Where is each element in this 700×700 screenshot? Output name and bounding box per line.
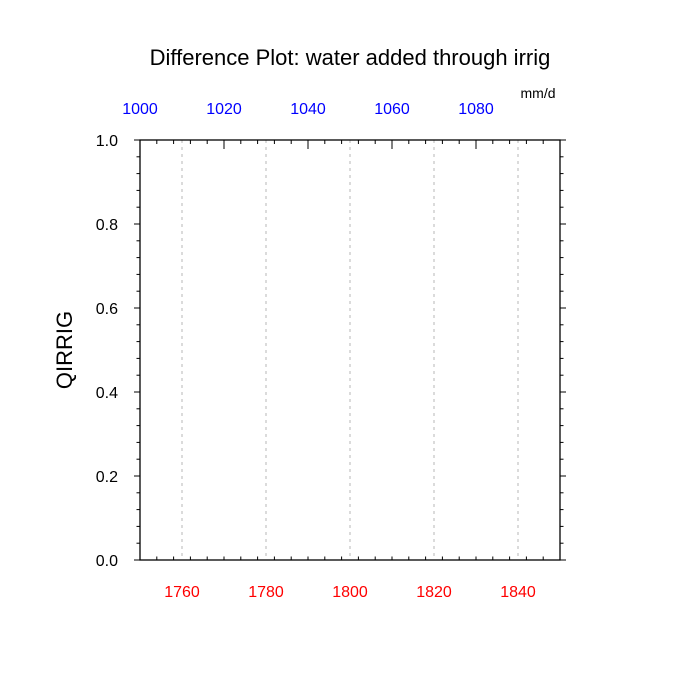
x-bottom-tick-label: 1820 xyxy=(416,584,452,601)
x-top-tick-label: 1080 xyxy=(458,101,494,118)
y-tick-label: 0.8 xyxy=(96,217,118,234)
x-bottom-tick-label: 1840 xyxy=(500,584,536,601)
y-axis-label: QIRRIG xyxy=(52,311,77,389)
x-top-tick-label: 1040 xyxy=(290,101,326,118)
y-tick-label: 0.0 xyxy=(96,553,118,570)
y-tick-label: 1.0 xyxy=(96,133,118,150)
x-top-tick-label: 1000 xyxy=(122,101,158,118)
y-tick-label: 0.2 xyxy=(96,469,118,486)
x-top-tick-label: 1020 xyxy=(206,101,242,118)
x-bottom-tick-label: 1800 xyxy=(332,584,368,601)
x-bottom-tick-label: 1780 xyxy=(248,584,284,601)
ticks-layer xyxy=(134,139,566,561)
y-tick-label: 0.4 xyxy=(96,385,118,402)
y-tick-label: 0.6 xyxy=(96,301,118,318)
chart-title: Difference Plot: water added through irr… xyxy=(150,45,551,70)
x-top-tick-label: 1060 xyxy=(374,101,410,118)
grid-layer xyxy=(181,140,519,560)
labels-layer: 0.0 0.2 0.4 0.6 0.8 1.0 1760 1780 1800 1820 1840 10… xyxy=(96,101,536,601)
plot-frame xyxy=(139,139,561,561)
top-axis-units: mm/d xyxy=(521,85,556,101)
x-bottom-tick-label: 1760 xyxy=(164,584,200,601)
